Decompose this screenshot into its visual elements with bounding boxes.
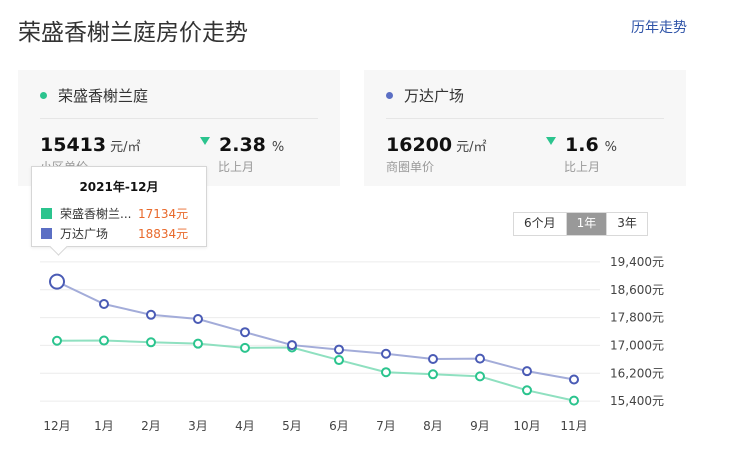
community-data-point xyxy=(475,371,485,382)
community-data-point xyxy=(52,335,62,346)
y-tick-label: 16,200元 xyxy=(610,366,664,380)
business-data-point xyxy=(240,327,250,338)
x-tick-label: 10月 xyxy=(513,419,540,433)
x-tick-label: 1月 xyxy=(94,419,114,433)
down-arrow-icon xyxy=(200,137,210,145)
community-data-point xyxy=(240,342,250,353)
business-data-point xyxy=(146,309,156,320)
community-data-point xyxy=(334,355,344,366)
community-change-unit: % xyxy=(271,140,285,155)
community-data-point xyxy=(99,335,109,346)
community-change: 2.38% xyxy=(200,134,284,156)
tooltip-row-name: 万达广场 xyxy=(60,227,109,241)
business-swatch xyxy=(41,228,52,239)
community-card-header: 荣盛香榭兰庭 xyxy=(40,85,148,106)
tooltip-row-name: 荣盛香榭兰... xyxy=(60,207,132,221)
business-data-point xyxy=(287,340,297,351)
business-series-line xyxy=(56,280,575,381)
range-6-months-button[interactable]: 6个月 xyxy=(514,213,567,235)
x-tick-label: 8月 xyxy=(423,419,443,433)
community-price-unit: 元/㎡ xyxy=(110,140,141,155)
business-price-value: 16200 xyxy=(386,134,453,156)
page-title: 荣盛香榭兰庭房价走势 xyxy=(18,20,248,46)
x-tick-label: 12月 xyxy=(43,419,70,433)
y-tick-label: 18,600元 xyxy=(610,283,664,297)
community-price-value: 15413 xyxy=(40,134,107,156)
business-card-header: 万达广场 xyxy=(386,85,464,106)
business-data-point xyxy=(522,366,532,377)
business-change-value: 1.6 xyxy=(565,134,599,156)
x-tick-label: 2月 xyxy=(141,419,161,433)
business-data-point xyxy=(428,353,438,364)
tooltip-row-community: 荣盛香榭兰... 17134元 xyxy=(41,205,188,222)
business-data-point xyxy=(334,344,344,355)
business-data-point xyxy=(193,313,203,324)
card-divider xyxy=(40,118,318,119)
community-data-point xyxy=(193,338,203,349)
y-tick-label: 17,000元 xyxy=(610,338,664,352)
business-name: 万达广场 xyxy=(404,87,465,105)
business-legend-dot xyxy=(386,92,393,99)
tooltip-row-business: 万达广场 18834元 xyxy=(41,225,188,242)
community-series-line xyxy=(56,339,575,402)
business-change-unit: % xyxy=(604,140,618,155)
community-legend-dot xyxy=(40,92,47,99)
x-tick-label: 7月 xyxy=(376,419,396,433)
history-trend-link[interactable]: 历年走势 xyxy=(631,20,687,36)
community-swatch xyxy=(41,208,52,219)
business-price: 16200 元/㎡ xyxy=(386,134,487,156)
x-tick-label: 3月 xyxy=(188,419,208,433)
tooltip-row-value: 17134元 xyxy=(138,207,189,221)
community-data-point xyxy=(428,369,438,380)
x-tick-label: 5月 xyxy=(282,419,302,433)
business-data-point xyxy=(569,374,579,385)
community-name: 荣盛香榭兰庭 xyxy=(58,87,149,105)
x-tick-label: 11月 xyxy=(560,419,587,433)
x-tick-label: 4月 xyxy=(235,419,255,433)
business-price-label: 商圈单价 xyxy=(386,160,435,174)
x-tick-label: 6月 xyxy=(329,419,349,433)
business-data-point xyxy=(381,348,391,359)
tooltip-title: 2021年-12月 xyxy=(79,180,159,194)
community-data-point xyxy=(146,337,156,348)
business-data-point xyxy=(99,299,109,310)
y-tick-label: 17,800元 xyxy=(610,311,664,325)
price-trend-chart: 15,400元 16,200元 17,000元 17,800元 18,600元 19,40… xyxy=(40,255,664,433)
community-data-point xyxy=(569,395,579,406)
time-range-selector: 6个月 1年 3年 xyxy=(513,212,648,236)
business-price-card: 万达广场 16200 元/㎡ 商圈单价 1.6% 比上月 xyxy=(364,70,686,186)
card-divider xyxy=(386,118,664,119)
y-tick-label: 15,400元 xyxy=(610,394,664,408)
community-data-point xyxy=(522,385,532,396)
down-arrow-icon xyxy=(546,137,556,145)
x-tick-label: 9月 xyxy=(470,419,490,433)
chart-tooltip: 2021年-12月 荣盛香榭兰... 17134元 万达广场 18834元 xyxy=(31,166,207,247)
tooltip-row-value: 18834元 xyxy=(138,227,189,241)
business-price-unit: 元/㎡ xyxy=(456,140,487,155)
range-3-years-button[interactable]: 3年 xyxy=(607,213,647,235)
business-data-point xyxy=(475,353,485,364)
business-change-label: 比上月 xyxy=(564,160,601,174)
business-data-point xyxy=(49,273,65,290)
community-change-value: 2.38 xyxy=(219,134,266,156)
community-data-point xyxy=(381,367,391,378)
y-tick-label: 19,400元 xyxy=(610,255,664,269)
community-change-label: 比上月 xyxy=(218,160,255,174)
business-change: 1.6% xyxy=(546,134,617,156)
community-price: 15413 元/㎡ xyxy=(40,134,141,156)
range-1-year-button[interactable]: 1年 xyxy=(566,213,608,235)
